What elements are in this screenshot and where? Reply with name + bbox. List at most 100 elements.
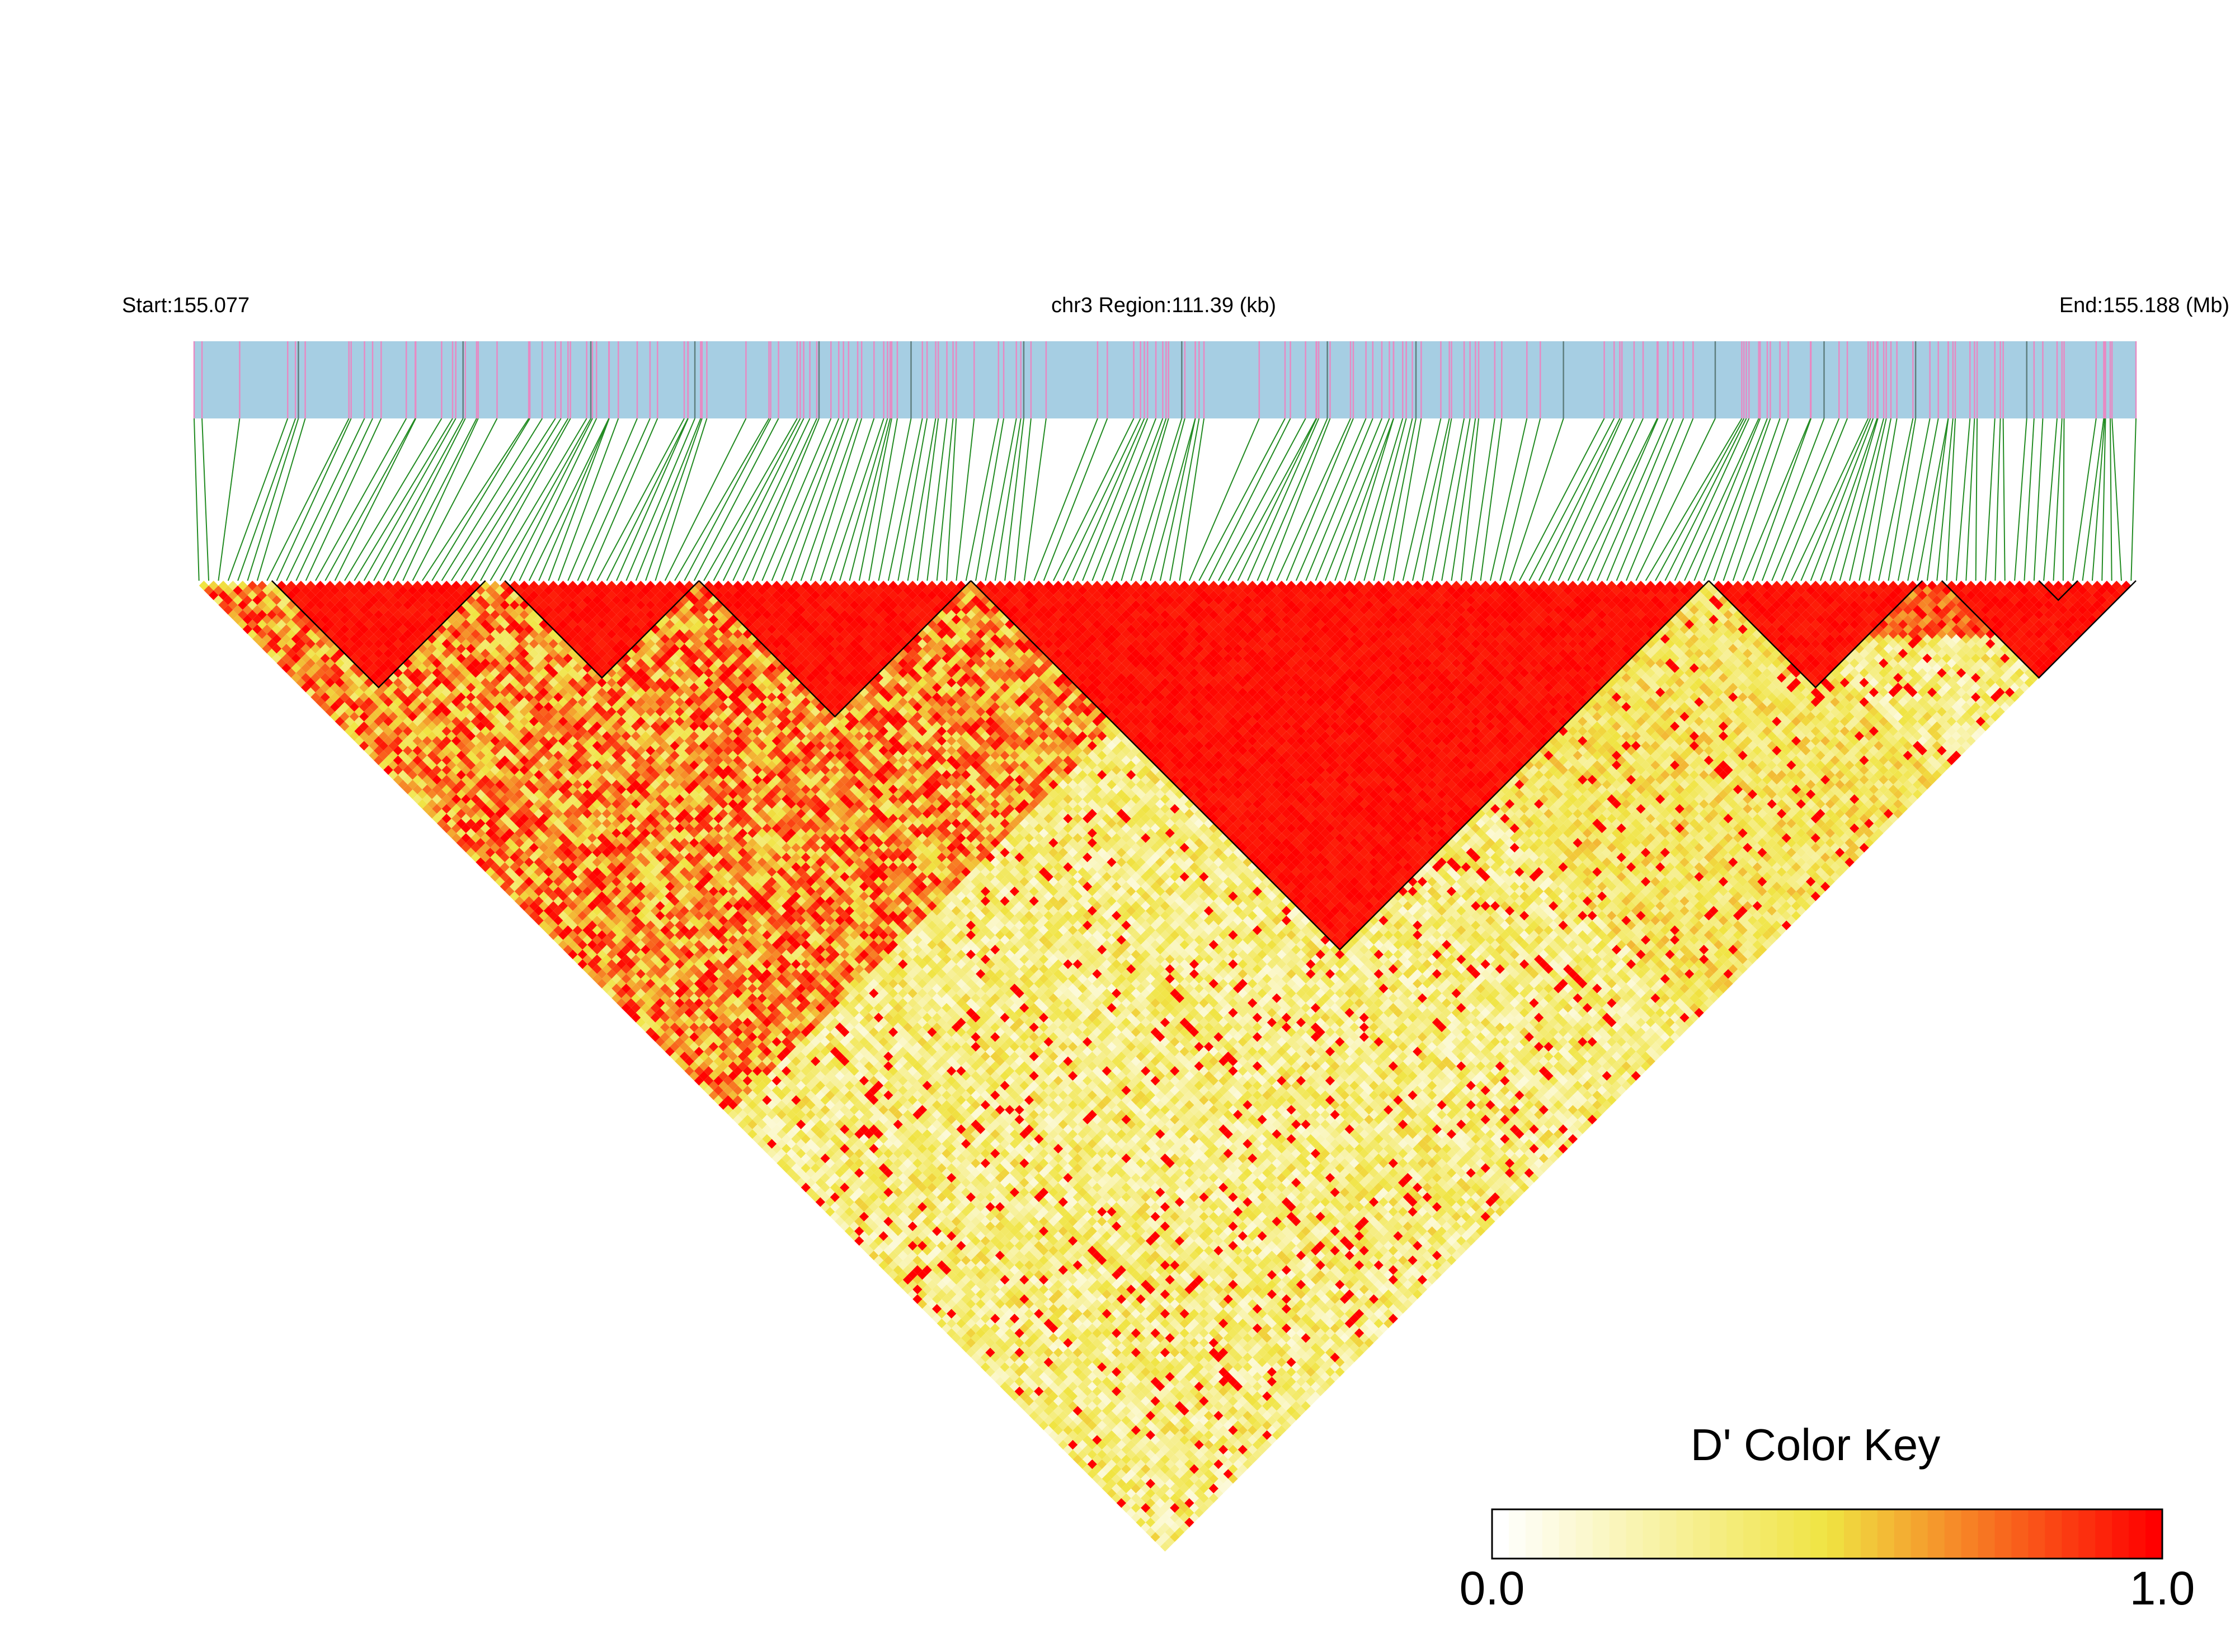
ld-cell bbox=[742, 1095, 752, 1105]
ld-cell bbox=[500, 862, 510, 872]
ld-cell bbox=[1068, 1439, 1078, 1450]
ld-cell bbox=[1005, 1386, 1015, 1396]
ld-cell bbox=[534, 906, 544, 916]
snp-connector bbox=[1402, 418, 1442, 581]
ld-cell bbox=[1053, 1435, 1064, 1445]
ld-cell bbox=[995, 1357, 1005, 1367]
snp-connector bbox=[1353, 418, 1404, 581]
snp-connector bbox=[1558, 418, 1635, 581]
snp-connector bbox=[1111, 418, 1167, 581]
ld-cell bbox=[1121, 1493, 1131, 1503]
ld-cell bbox=[917, 1299, 928, 1309]
snp-connector bbox=[1790, 418, 1869, 581]
ld-cell bbox=[1048, 1430, 1058, 1440]
ld-cell bbox=[762, 1124, 772, 1135]
ld-cell bbox=[436, 789, 447, 799]
ld-cell bbox=[398, 770, 408, 780]
ld-cell bbox=[782, 1163, 792, 1173]
snp-connector bbox=[936, 418, 954, 581]
snp-track-background bbox=[194, 341, 2136, 418]
snp-connector-lines bbox=[194, 418, 2137, 581]
ld-cell bbox=[864, 1226, 874, 1236]
ld-cell bbox=[626, 978, 636, 989]
snp-connector bbox=[402, 418, 479, 581]
ld-cell bbox=[417, 779, 427, 790]
ld-cell bbox=[1063, 1435, 1073, 1445]
ld-cell bbox=[305, 658, 316, 669]
ld-cell bbox=[1009, 1391, 1020, 1401]
ld-cell bbox=[465, 848, 476, 858]
snp-connector bbox=[887, 418, 923, 581]
snp-connector bbox=[1897, 418, 1931, 581]
ld-cell bbox=[412, 794, 422, 804]
snp-connector bbox=[2130, 418, 2137, 581]
ld-cell bbox=[572, 935, 583, 945]
snp-connector bbox=[1480, 418, 1503, 581]
ld-cell bbox=[907, 1270, 917, 1280]
snp-connector bbox=[1072, 418, 1145, 581]
ld-cell bbox=[257, 629, 267, 639]
ld-cell bbox=[262, 634, 272, 644]
ld-cell bbox=[893, 1265, 903, 1275]
ld-cell bbox=[796, 1168, 806, 1178]
ld-cell bbox=[1083, 1464, 1093, 1474]
ld-cell bbox=[407, 789, 418, 799]
ld-cell bbox=[465, 837, 476, 848]
ld-cell bbox=[340, 721, 350, 731]
ld-cell bbox=[893, 1255, 903, 1265]
snp-connector bbox=[315, 418, 407, 581]
ld-cell bbox=[587, 959, 597, 969]
ld-cell bbox=[1034, 1406, 1044, 1416]
snp-connector bbox=[586, 418, 658, 581]
ld-cell bbox=[325, 677, 335, 688]
ld-cell bbox=[757, 1109, 767, 1120]
ld-cell bbox=[766, 1119, 777, 1129]
ld-cell bbox=[456, 808, 466, 819]
ld-cell bbox=[806, 1168, 816, 1178]
ld-cell bbox=[300, 663, 311, 673]
ld-cell bbox=[1063, 1425, 1073, 1436]
ld-cell bbox=[432, 784, 442, 794]
ld-cell bbox=[310, 663, 321, 673]
ld-cell bbox=[281, 663, 291, 673]
snp-connector bbox=[1538, 418, 1621, 581]
ld-cell bbox=[451, 823, 462, 834]
snp-connector bbox=[285, 418, 365, 581]
ld-cell bbox=[349, 731, 359, 741]
snp-connector bbox=[1820, 418, 1878, 581]
snp-connector bbox=[1926, 418, 1949, 581]
ld-cell bbox=[1043, 1415, 1053, 1425]
ld-cell bbox=[655, 1008, 665, 1018]
ld-cell bbox=[670, 1042, 680, 1052]
ld-cell bbox=[267, 619, 277, 629]
snp-connector bbox=[1363, 418, 1407, 581]
ld-cell bbox=[849, 1221, 859, 1231]
snp-connector bbox=[305, 418, 382, 581]
ld-cell bbox=[660, 1022, 670, 1032]
ld-cell bbox=[1092, 1455, 1102, 1465]
ld-cell bbox=[252, 634, 262, 644]
ld-cell bbox=[539, 891, 549, 901]
ld-cell bbox=[689, 1042, 699, 1052]
ld-cell bbox=[218, 600, 228, 610]
ld-cell bbox=[679, 1042, 690, 1052]
ld-cell bbox=[689, 1061, 699, 1071]
ld-cell bbox=[601, 983, 612, 994]
ld-cell bbox=[422, 804, 432, 814]
ld-cell bbox=[563, 915, 573, 926]
snp-connector bbox=[907, 418, 937, 581]
snp-connector bbox=[1548, 418, 1623, 581]
ld-cell bbox=[276, 658, 286, 669]
ld-cell bbox=[529, 911, 539, 921]
ld-cell bbox=[601, 973, 612, 984]
ld-cell bbox=[417, 789, 427, 799]
ld-cell bbox=[335, 707, 345, 717]
ld-cell bbox=[1116, 1498, 1127, 1508]
snp-connector bbox=[1596, 418, 1669, 581]
ld-cell bbox=[267, 639, 277, 649]
ld-cell bbox=[854, 1226, 864, 1236]
ld-cell bbox=[403, 784, 413, 794]
ld-cell bbox=[534, 886, 544, 896]
ld-cell bbox=[354, 717, 364, 727]
ld-cell bbox=[1141, 1522, 1151, 1532]
